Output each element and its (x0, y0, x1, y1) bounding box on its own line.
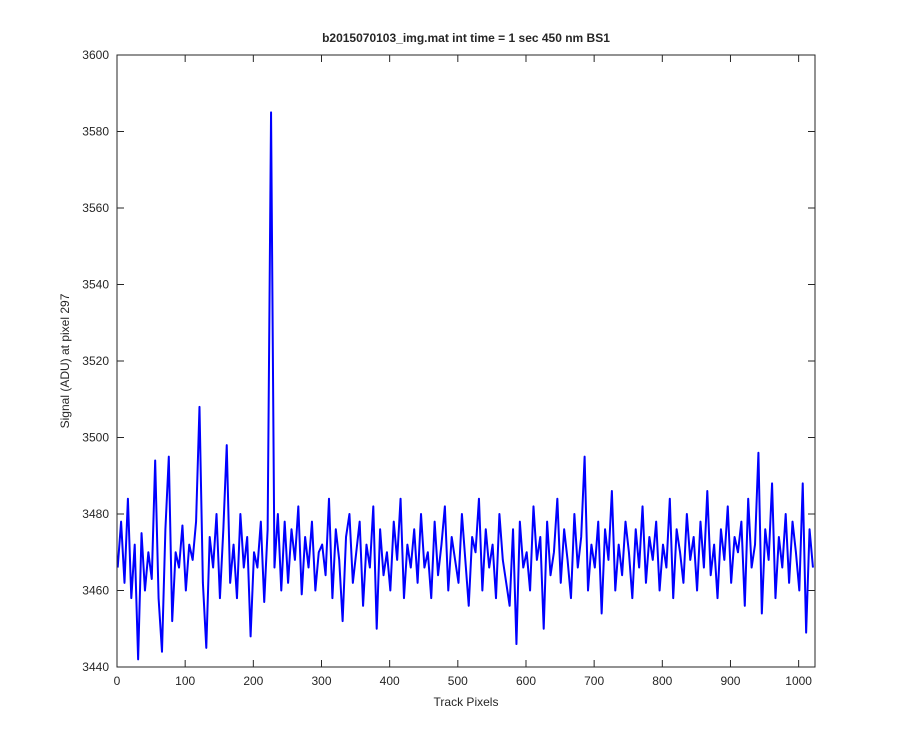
y-tick-label: 3440 (82, 660, 109, 674)
y-tick-label: 3500 (82, 431, 109, 445)
data-line (116, 111, 814, 661)
x-tick-label: 900 (720, 674, 740, 688)
x-tick-label: 0 (114, 674, 121, 688)
chart-title: b2015070103_img.mat int time = 1 sec 450… (322, 31, 610, 45)
x-axis-label: Track Pixels (434, 695, 499, 709)
y-tick-label: 3480 (82, 507, 109, 521)
y-tick-label: 3520 (82, 354, 109, 368)
x-tick-label: 100 (175, 674, 195, 688)
y-tick-label: 3460 (82, 584, 109, 598)
y-axis-label: Signal (ADU) at pixel 297 (58, 293, 72, 428)
y-tick-label: 3580 (82, 125, 109, 139)
x-tick-label: 700 (584, 674, 604, 688)
x-tick-label: 200 (243, 674, 263, 688)
x-tick-label: 300 (311, 674, 331, 688)
x-tick-label: 400 (380, 674, 400, 688)
y-tick-label: 3560 (82, 201, 109, 215)
y-tick-label: 3600 (82, 48, 109, 62)
x-tick-label: 800 (652, 674, 672, 688)
x-tick-label: 1000 (785, 674, 812, 688)
x-tick-label: 600 (516, 674, 536, 688)
axes-box (116, 54, 816, 668)
x-tick-label: 500 (448, 674, 468, 688)
y-tick-label: 3540 (82, 278, 109, 292)
